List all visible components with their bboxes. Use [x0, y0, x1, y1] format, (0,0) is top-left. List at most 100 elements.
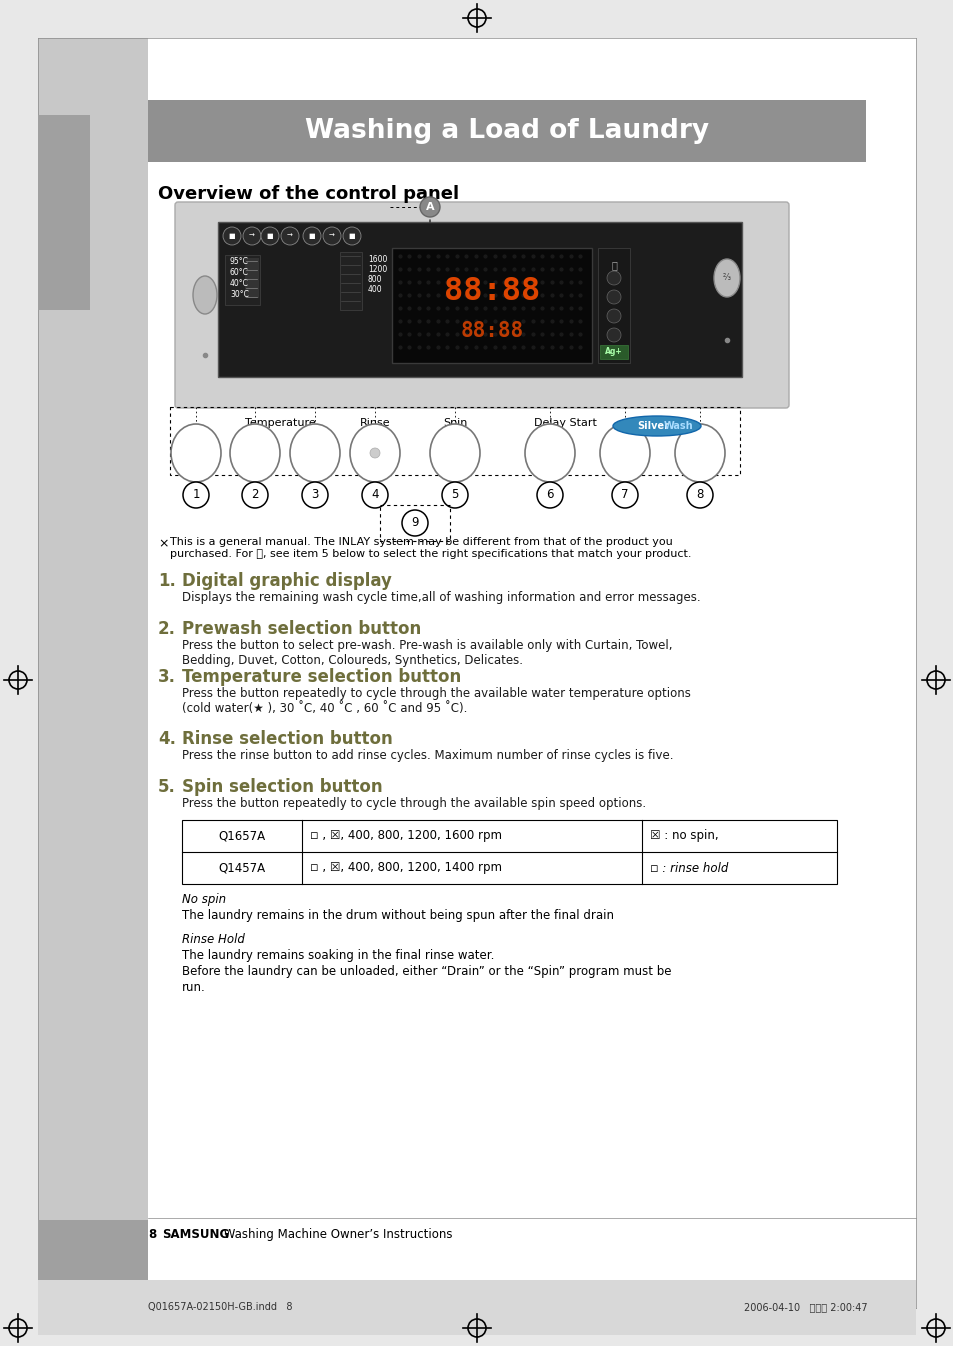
Text: Spin: Spin [442, 419, 467, 428]
Text: Temperature: Temperature [244, 419, 315, 428]
Bar [38, 1280, 915, 1335]
Text: 2006-04-10   ソフト 2:00:47: 2006-04-10 ソフト 2:00:47 [743, 1302, 867, 1312]
Text: Displays the remaining wash cycle time,all of washing information and error mess: Displays the remaining wash cycle time,a… [182, 591, 700, 604]
Text: Q1657A: Q1657A [218, 829, 265, 843]
Text: 4.: 4. [158, 730, 175, 748]
Text: Rinse Hold: Rinse Hold [182, 933, 245, 946]
Text: run.: run. [182, 981, 206, 993]
Text: 4: 4 [371, 489, 378, 502]
Ellipse shape [599, 424, 649, 482]
Text: 60°C: 60°C [230, 268, 249, 277]
Text: 95°C: 95°C [230, 257, 249, 267]
Circle shape [537, 482, 562, 507]
Text: Delay Start: Delay Start [533, 419, 596, 428]
Text: Before the laundry can be unloaded, either “Drain” or the “Spin” program must be: Before the laundry can be unloaded, eith… [182, 965, 671, 979]
Text: Digital graphic display: Digital graphic display [182, 572, 392, 590]
Bar [599, 345, 627, 359]
Ellipse shape [613, 416, 700, 436]
Ellipse shape [524, 424, 575, 482]
Bar [392, 248, 592, 363]
Circle shape [606, 271, 620, 285]
FancyBboxPatch shape [174, 202, 788, 408]
Text: ■: ■ [267, 233, 273, 240]
Bar [245, 258, 258, 297]
Text: Overview of the control panel: Overview of the control panel [158, 184, 458, 203]
Ellipse shape [290, 424, 339, 482]
Circle shape [243, 227, 261, 245]
Text: Rinse selection button: Rinse selection button [182, 730, 393, 748]
Text: ☒ : no spin,: ☒ : no spin, [649, 829, 718, 843]
Text: The laundry remains soaking in the final rinse water.: The laundry remains soaking in the final… [182, 949, 494, 962]
Text: ■: ■ [309, 233, 315, 240]
Text: The laundry remains in the drum without being spun after the final drain: The laundry remains in the drum without … [182, 909, 614, 922]
Circle shape [361, 482, 388, 507]
Text: No spin: No spin [182, 892, 226, 906]
Text: Prewash selection button: Prewash selection button [182, 621, 421, 638]
Text: Press the rinse button to add rinse cycles. Maximum number of rinse cycles is fi: Press the rinse button to add rinse cycl… [182, 748, 673, 762]
Bar [339, 252, 361, 310]
Text: Ag+: Ag+ [604, 347, 622, 357]
Circle shape [686, 482, 712, 507]
Text: 1.: 1. [158, 572, 175, 590]
Text: Washing a Load of Laundry: Washing a Load of Laundry [305, 118, 708, 144]
Text: ◽ , ☒, 400, 800, 1200, 1600 rpm: ◽ , ☒, 400, 800, 1200, 1600 rpm [310, 829, 501, 843]
Circle shape [612, 482, 638, 507]
Circle shape [441, 482, 468, 507]
Text: ⅔: ⅔ [722, 273, 730, 283]
Ellipse shape [230, 424, 280, 482]
Ellipse shape [713, 258, 740, 297]
Text: 88:88: 88:88 [443, 276, 539, 307]
Text: 🔒: 🔒 [611, 260, 617, 271]
Bar [218, 222, 741, 377]
Text: Washing Machine Owner’s Instructions: Washing Machine Owner’s Instructions [220, 1228, 452, 1241]
Text: Temperature selection button: Temperature selection button [182, 668, 460, 686]
Text: Rinse: Rinse [359, 419, 390, 428]
Text: 400: 400 [368, 285, 382, 293]
Text: Press the button to select pre-wash. Pre-wash is available only with Curtain, To: Press the button to select pre-wash. Pre… [182, 639, 672, 668]
Circle shape [303, 227, 320, 245]
Ellipse shape [675, 424, 724, 482]
Circle shape [223, 227, 241, 245]
Text: 8: 8 [696, 489, 703, 502]
Text: A: A [425, 202, 434, 213]
Text: 2.: 2. [158, 621, 175, 638]
Text: SAMSUNG: SAMSUNG [162, 1228, 229, 1241]
Circle shape [606, 310, 620, 323]
Bar [225, 254, 260, 306]
Bar [38, 114, 90, 310]
Text: →: → [287, 233, 293, 240]
Text: Press the button repeatedly to cycle through the available water temperature opt: Press the button repeatedly to cycle thr… [182, 686, 690, 715]
Text: 1: 1 [193, 489, 199, 502]
Text: 800: 800 [368, 275, 382, 284]
Bar [598, 248, 629, 363]
Text: ◽ , ☒, 400, 800, 1200, 1400 rpm: ◽ , ☒, 400, 800, 1200, 1400 rpm [310, 861, 501, 875]
Text: Spin selection button: Spin selection button [182, 778, 382, 795]
Bar [148, 100, 865, 162]
Ellipse shape [350, 424, 399, 482]
Ellipse shape [171, 424, 221, 482]
Text: ■: ■ [349, 233, 355, 240]
Text: 6: 6 [546, 489, 553, 502]
Circle shape [281, 227, 298, 245]
Text: →: → [249, 233, 254, 240]
Text: 7: 7 [620, 489, 628, 502]
Text: 1600: 1600 [368, 254, 387, 264]
Text: 5: 5 [451, 489, 458, 502]
Circle shape [183, 482, 209, 507]
Text: 40°C: 40°C [230, 279, 249, 288]
Circle shape [261, 227, 278, 245]
Circle shape [606, 328, 620, 342]
Text: 3.: 3. [158, 668, 175, 686]
Circle shape [606, 289, 620, 304]
Circle shape [242, 482, 268, 507]
Bar [379, 505, 450, 541]
Text: ■: ■ [229, 233, 235, 240]
Text: 3: 3 [311, 489, 318, 502]
Circle shape [302, 482, 328, 507]
Circle shape [343, 227, 360, 245]
Bar [182, 820, 836, 884]
Text: 9: 9 [411, 517, 418, 529]
Text: 8: 8 [148, 1228, 156, 1241]
Circle shape [401, 510, 428, 536]
Text: ◽ : rinse hold: ◽ : rinse hold [649, 861, 727, 875]
